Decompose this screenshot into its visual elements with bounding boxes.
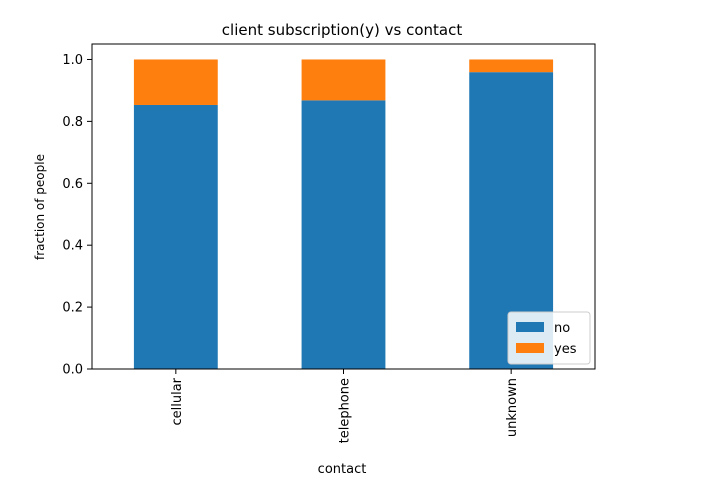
x-tick-label-unknown: unknown <box>505 378 520 437</box>
y-tick-label: 1.0 <box>62 53 83 68</box>
y-tick-label: 0.4 <box>62 239 83 254</box>
y-tick-label: 0.6 <box>62 177 83 192</box>
x-axis: cellular telephone unknown <box>170 369 520 443</box>
y-tick-label: 0.2 <box>62 301 83 316</box>
x-axis-label: contact <box>318 462 367 477</box>
bar-no-cellular <box>133 104 218 369</box>
bar-yes-unknown <box>469 59 554 73</box>
bars-group <box>133 59 554 370</box>
x-tick-label-telephone: telephone <box>338 378 353 443</box>
legend-swatch-no <box>516 322 544 332</box>
legend-frame <box>507 311 591 365</box>
legend-swatch-yes <box>516 343 544 353</box>
bar-yes-telephone <box>301 59 386 101</box>
y-axis-label: fraction of people <box>33 154 47 260</box>
y-tick-label: 0.0 <box>62 363 83 378</box>
y-axis: 0.0 0.2 0.4 0.6 0.8 1.0 <box>62 53 92 378</box>
y-tick-label: 0.8 <box>62 115 83 130</box>
legend-label-yes: yes <box>554 342 577 357</box>
chart-title: client subscription(y) vs contact <box>222 21 463 39</box>
legend-label-no: no <box>554 321 570 336</box>
bar-no-telephone <box>301 100 386 369</box>
legend: no yes <box>507 311 591 365</box>
x-tick-label-cellular: cellular <box>170 377 185 425</box>
bar-yes-cellular <box>133 59 218 105</box>
